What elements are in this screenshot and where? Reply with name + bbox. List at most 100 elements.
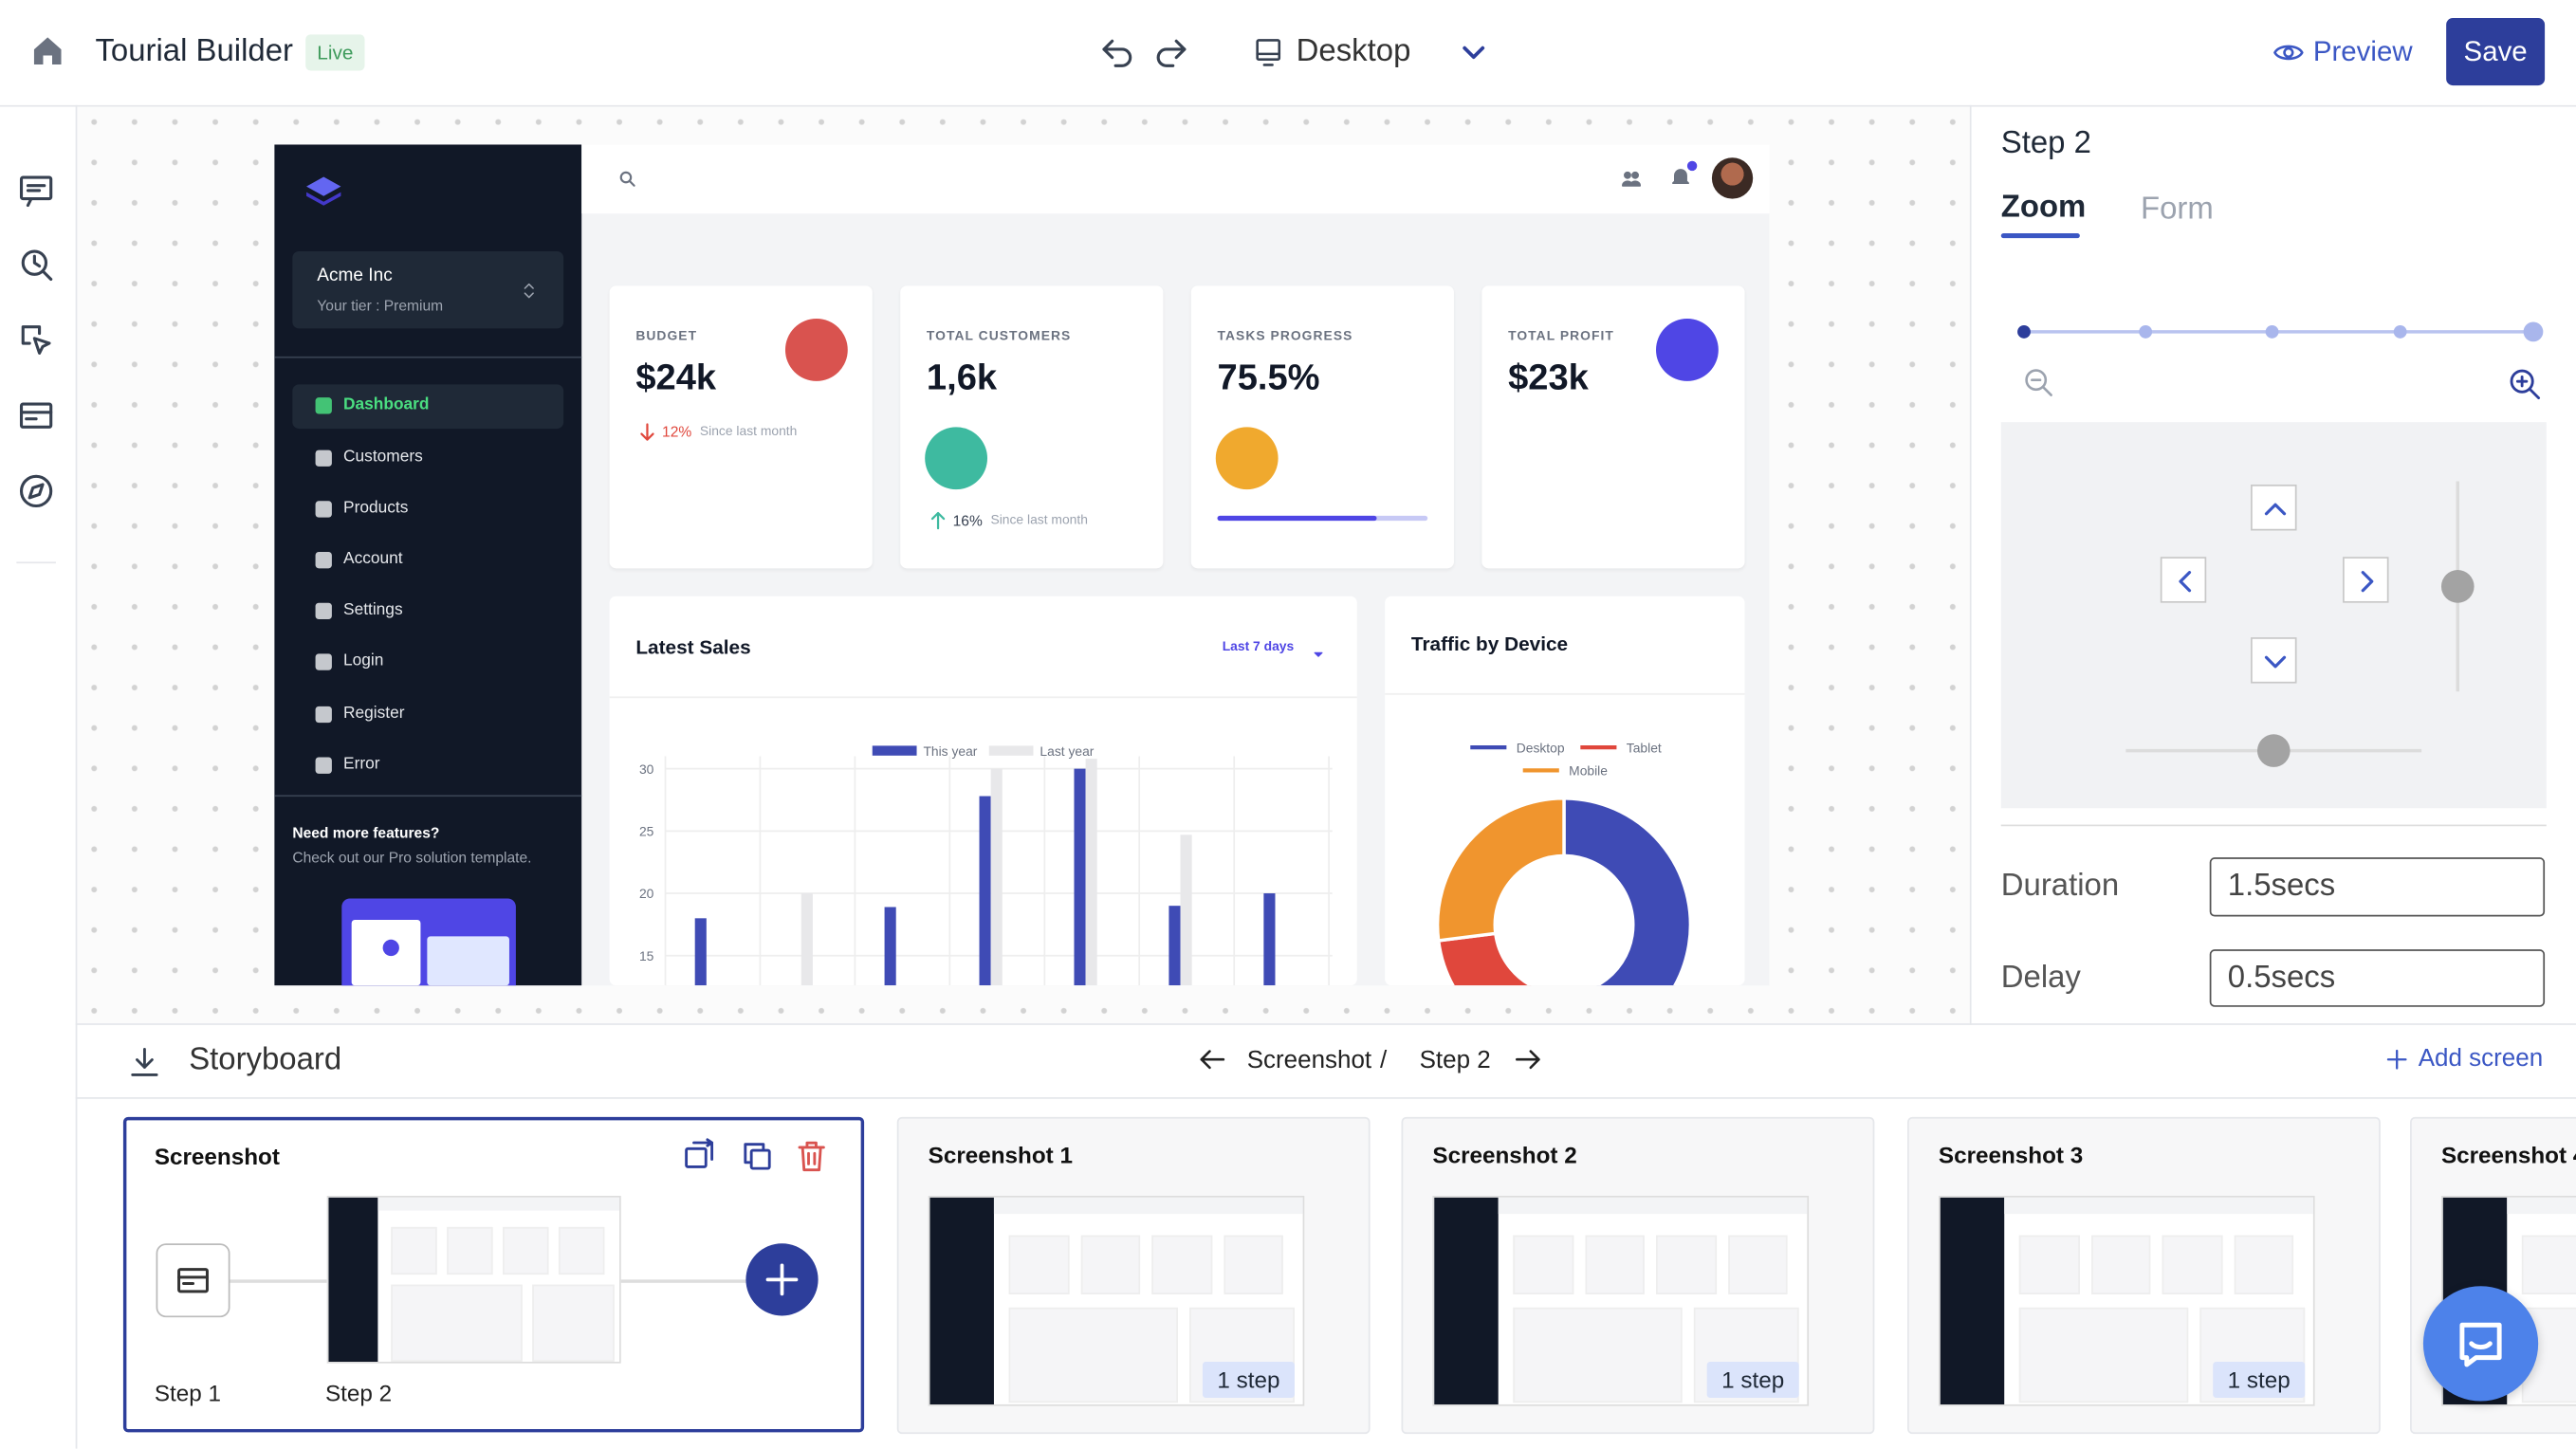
icon-part	[177, 1268, 209, 1293]
live-badge: Live	[305, 34, 365, 71]
sales-chart-svg: This year Last year 15 20 25 30	[639, 743, 1333, 986]
menu-item[interactable]: Products	[343, 499, 409, 518]
menu-item[interactable]: Settings	[343, 600, 403, 620]
icon-part	[21, 249, 48, 276]
zoom-stop[interactable]	[2017, 324, 2031, 339]
prev-arrow[interactable]	[1196, 1043, 1229, 1076]
rail-icon[interactable]	[16, 321, 56, 360]
stat-card	[900, 285, 1164, 569]
menu-item[interactable]: Error	[343, 755, 380, 774]
icon-part	[765, 1263, 799, 1296]
redo-icon[interactable]	[1151, 33, 1191, 73]
screen-thumb	[1938, 1195, 2315, 1406]
preview-button[interactable]: Preview	[2312, 35, 2413, 67]
rail-icon[interactable]	[16, 471, 56, 511]
legend-swatch	[872, 745, 917, 756]
icon-part	[306, 176, 341, 206]
zoom-stop[interactable]	[2139, 324, 2153, 339]
pan-button[interactable]	[2343, 557, 2389, 603]
delay-input[interactable]	[2209, 949, 2546, 1007]
thumb-topbar	[993, 1197, 1303, 1215]
screen-thumb	[928, 1195, 1305, 1406]
device-select[interactable]: Desktop	[1296, 33, 1411, 69]
progress-fill	[1217, 515, 1376, 522]
h-knob[interactable]	[2256, 734, 2291, 767]
promo-text: Check out our Pro solution template.	[292, 848, 532, 866]
download-icon[interactable]	[126, 1045, 162, 1081]
bar	[979, 796, 991, 986]
zoom-stop[interactable]	[2265, 324, 2279, 339]
icon-part	[131, 1047, 158, 1076]
tab-zoom[interactable]: Zoom	[2000, 190, 2087, 225]
menu-item[interactable]: Login	[343, 651, 384, 670]
search-icon	[617, 168, 637, 188]
zoom-out[interactable]	[2022, 366, 2055, 399]
stat-icon	[1655, 319, 1719, 381]
y-tick-label: 25	[639, 824, 654, 839]
stat-note: Since last month	[990, 512, 1088, 528]
sales-range[interactable]: Last 7 days	[1222, 639, 1295, 654]
icon-part	[692, 1138, 714, 1161]
save-button[interactable]: Save	[2446, 18, 2546, 86]
zoom-stop[interactable]	[2523, 321, 2544, 342]
bell-icon	[1669, 166, 1692, 189]
rail-icon[interactable]	[16, 245, 56, 284]
next-arrow[interactable]	[1512, 1043, 1545, 1076]
menu-item[interactable]: Dashboard	[343, 395, 430, 414]
icon-part	[19, 402, 53, 429]
legend-label: Desktop	[1517, 740, 1565, 755]
zoom-stop[interactable]	[2393, 324, 2407, 339]
sidebar-divider	[274, 795, 582, 798]
icon-part	[1156, 39, 1187, 67]
rail-icon[interactable]	[16, 395, 56, 435]
home-icon[interactable]	[29, 33, 65, 69]
add-icon	[2383, 1046, 2410, 1073]
icon-part	[1622, 180, 1642, 187]
v-knob[interactable]	[2440, 570, 2475, 603]
canvas-bottom-border	[75, 1023, 2576, 1025]
copy-icon[interactable]	[739, 1138, 775, 1174]
icon-part	[2361, 571, 2374, 593]
pan-button[interactable]	[2160, 557, 2207, 603]
pan-button[interactable]	[2251, 484, 2297, 531]
icon-part	[177, 1268, 209, 1293]
menu-item[interactable]: Customers	[343, 448, 423, 467]
step-node[interactable]	[156, 1243, 230, 1318]
menu-item[interactable]: Account	[343, 550, 403, 569]
trend-down	[635, 420, 658, 443]
pan-button[interactable]	[2251, 637, 2297, 684]
icon-part	[19, 411, 53, 421]
device-chevron[interactable]	[1456, 34, 1492, 70]
add-screen[interactable]: Add screen	[2418, 1044, 2544, 1073]
menu-item[interactable]: Register	[343, 705, 405, 724]
thumb-topbar	[2004, 1197, 2313, 1215]
undo-icon[interactable]	[1097, 33, 1137, 73]
icon-part	[2469, 1341, 2493, 1350]
sales-chart: This year Last year 15 20 25 30	[610, 596, 1357, 986]
traffic-title: Traffic by Device	[1410, 632, 1569, 655]
icon-part	[2510, 369, 2534, 394]
pan-arrow	[2257, 644, 2293, 680]
screen-title: Screenshot 2	[1432, 1141, 1577, 1167]
icon-part	[1102, 47, 1132, 67]
tab-form[interactable]: Form	[2140, 191, 2214, 227]
rail-border	[75, 104, 78, 1449]
duration-label: Duration	[2000, 868, 2120, 903]
replace-icon[interactable]	[682, 1137, 718, 1173]
icon-part	[2179, 571, 2192, 593]
stat-icon	[925, 427, 988, 490]
thumb-block	[1513, 1306, 1683, 1403]
thumb-block	[1008, 1235, 1070, 1294]
chat-bubble[interactable]	[2422, 1286, 2539, 1402]
crumb: Screenshot	[1246, 1046, 1372, 1074]
stat-label: TOTAL CUSTOMERS	[926, 328, 1072, 344]
thumb-block	[1727, 1235, 1788, 1294]
zoom-in[interactable]	[2507, 366, 2543, 402]
bar	[1074, 768, 1086, 986]
org-box[interactable]	[292, 251, 564, 329]
rail-icon[interactable]	[16, 171, 56, 211]
icon-part	[1622, 171, 1642, 187]
duration-input[interactable]	[2209, 857, 2546, 917]
delete-icon[interactable]	[794, 1138, 830, 1174]
